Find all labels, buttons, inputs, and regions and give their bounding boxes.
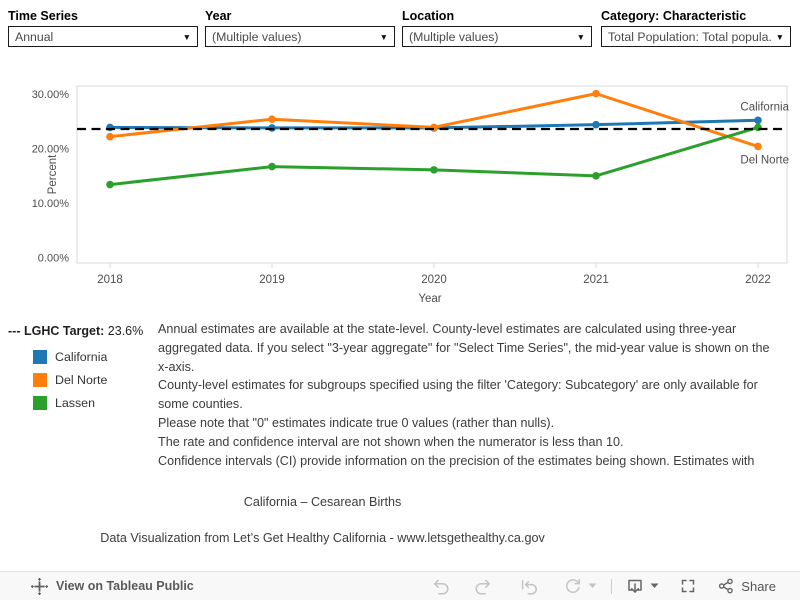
series-end-label: Del Norte bbox=[740, 154, 789, 166]
chevron-down-icon: ▼ bbox=[576, 31, 585, 42]
download-icon bbox=[628, 579, 643, 593]
y-tick-label: 10.00% bbox=[32, 198, 70, 210]
filter-time-series: Time Series Annual ▼ bbox=[8, 9, 198, 47]
note-line: Annual estimates are available at the st… bbox=[158, 322, 737, 336]
reset-button[interactable] bbox=[519, 577, 538, 595]
sheet-title: California – Cesarean Births bbox=[243, 495, 402, 509]
filter-location: Location (Multiple values) ▼ bbox=[402, 9, 592, 47]
data-point-california-2022[interactable] bbox=[754, 116, 762, 125]
time-series-dropdown[interactable]: Annual ▼ bbox=[8, 26, 198, 47]
legend-swatch bbox=[33, 349, 47, 364]
target-value: 23.6% bbox=[107, 324, 144, 338]
legend-item-del-norte[interactable]: Del Norte bbox=[33, 368, 107, 391]
refresh-icon bbox=[566, 578, 581, 593]
y-tick-label: 0.00% bbox=[38, 253, 69, 265]
filter-label: Location bbox=[402, 9, 455, 23]
note-line: aggregated data. If you select "3-year a… bbox=[158, 340, 770, 355]
attribution-footer: Data Visualization from Let’s Get Health… bbox=[100, 531, 545, 545]
filter-label: Time Series bbox=[8, 9, 78, 23]
methodology-notes: Annual estimates are available at the st… bbox=[158, 320, 798, 470]
revert-icon bbox=[522, 579, 538, 595]
data-point-del-norte-2022[interactable] bbox=[754, 142, 762, 151]
x-tick-label: 2021 bbox=[583, 274, 609, 286]
y-tick-label: 30.00% bbox=[32, 89, 70, 101]
target-label: LGHC Target: bbox=[23, 324, 105, 338]
tableau-toolbar: View on Tableau Public bbox=[0, 571, 800, 600]
redo-button[interactable] bbox=[475, 577, 493, 595]
x-tick-label: 2020 bbox=[421, 274, 447, 286]
filter-label: Year bbox=[205, 9, 232, 23]
note-line: The rate and confidence interval are not… bbox=[158, 434, 624, 449]
undo-button[interactable] bbox=[431, 577, 449, 595]
legend-item-california[interactable]: California bbox=[33, 345, 107, 368]
x-tick-label: 2018 bbox=[97, 274, 123, 286]
note-line: some counties. bbox=[158, 397, 243, 412]
refresh-button[interactable] bbox=[564, 577, 582, 595]
data-point-del-norte-2021[interactable] bbox=[592, 89, 600, 98]
series-line-lassen[interactable] bbox=[108, 125, 760, 187]
chevron-down-icon bbox=[650, 583, 659, 588]
note-line: x-axis. bbox=[158, 359, 195, 374]
color-legend: California Del Norte Lassen bbox=[33, 345, 107, 414]
legend-swatch bbox=[33, 372, 47, 387]
chevron-down-icon: ▼ bbox=[182, 31, 191, 42]
fullscreen-button[interactable] bbox=[679, 577, 697, 595]
note-line: Confidence intervals (CI) provide inform… bbox=[158, 453, 755, 468]
data-point-lassen-2021[interactable] bbox=[592, 172, 600, 180]
chevron-down-icon: ▼ bbox=[379, 31, 388, 42]
y-tick-label: 20.00% bbox=[32, 144, 70, 156]
data-point-lassen-2018[interactable] bbox=[106, 180, 114, 189]
y-axis-title: Percent bbox=[47, 154, 59, 194]
toolbar-divider bbox=[611, 578, 613, 594]
location-dropdown[interactable]: (Multiple values) ▼ bbox=[402, 26, 592, 47]
share-icon bbox=[719, 578, 734, 594]
redo-icon bbox=[475, 579, 491, 595]
chevron-down-icon bbox=[588, 583, 597, 588]
filter-label: Category: Characteristic bbox=[601, 9, 747, 23]
target-reference-legend: --- LGHC Target: 23.6% bbox=[8, 324, 143, 338]
view-on-tableau-label: View on Tableau Public bbox=[56, 579, 194, 593]
data-point-del-norte-2018[interactable] bbox=[106, 132, 114, 141]
series-line-del-norte[interactable] bbox=[108, 92, 760, 148]
plot-pane bbox=[76, 85, 788, 264]
year-dropdown[interactable]: (Multiple values) ▼ bbox=[205, 26, 395, 47]
target-dashes: --- bbox=[8, 324, 21, 338]
chevron-down-icon: ▼ bbox=[775, 31, 784, 42]
download-menu-button[interactable] bbox=[650, 583, 659, 589]
download-button[interactable] bbox=[626, 577, 644, 595]
category-dropdown[interactable]: Total Population: Total popula... ▼ bbox=[601, 26, 791, 47]
legend-label: Del Norte bbox=[55, 372, 108, 387]
undo-icon bbox=[434, 579, 449, 595]
dropdown-value: Annual bbox=[15, 29, 54, 44]
series-end-label: California bbox=[740, 101, 789, 113]
legend-item-lassen[interactable]: Lassen bbox=[33, 391, 107, 414]
tableau-logo-icon bbox=[31, 577, 48, 595]
tableau-brand-link[interactable]: View on Tableau Public bbox=[31, 577, 194, 595]
filter-year: Year (Multiple values) ▼ bbox=[205, 9, 395, 47]
share-button[interactable]: Share bbox=[717, 577, 776, 595]
trend-line-chart[interactable]: 0.00% 10.00% 20.00% 30.00% 2018 2019 2020 2021 2… bbox=[0, 60, 800, 315]
fullscreen-icon bbox=[682, 579, 695, 593]
data-point-lassen-2019[interactable] bbox=[268, 162, 276, 171]
share-label: Share bbox=[741, 578, 776, 594]
legend-label: Lassen bbox=[55, 395, 95, 410]
note-line: Please note that "0" estimates indicate … bbox=[158, 415, 555, 430]
legend-label: California bbox=[55, 349, 108, 364]
x-tick-label: 2022 bbox=[745, 274, 771, 286]
x-axis-title: Year bbox=[418, 293, 441, 305]
filter-category-characteristic: Category: Characteristic Total Populatio… bbox=[601, 9, 791, 47]
dropdown-value: (Multiple values) bbox=[212, 29, 302, 44]
data-point-lassen-2020[interactable] bbox=[430, 166, 438, 174]
toolbar-actions: Share bbox=[431, 577, 776, 595]
refresh-menu-button[interactable] bbox=[588, 583, 597, 589]
dropdown-value: Total Population: Total popula... bbox=[608, 29, 772, 44]
data-point-del-norte-2019[interactable] bbox=[268, 115, 276, 124]
dropdown-value: (Multiple values) bbox=[409, 29, 499, 44]
note-line: County-level estimates for subgroups spe… bbox=[158, 378, 758, 393]
data-point-california-2021[interactable] bbox=[592, 120, 600, 129]
x-tick-label: 2019 bbox=[259, 274, 285, 286]
legend-swatch bbox=[33, 395, 47, 410]
